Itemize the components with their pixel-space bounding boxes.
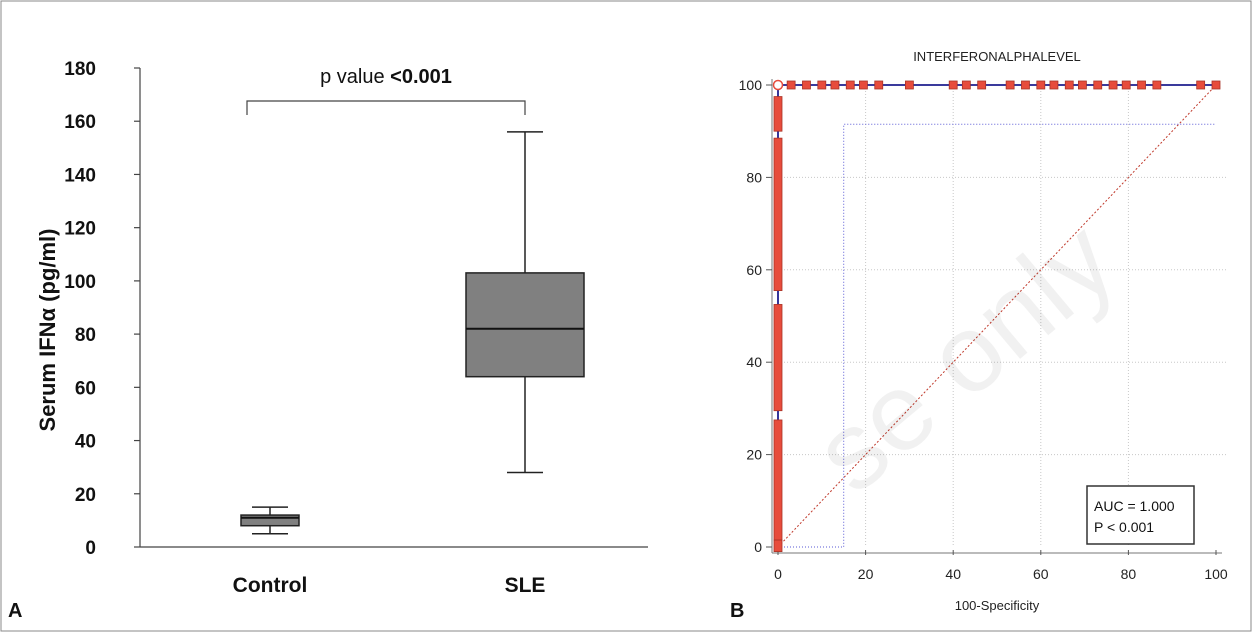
roc-point-marker-stack: [773, 304, 783, 412]
panel-label-a: A: [8, 600, 23, 622]
roc-markers: [772, 79, 1221, 553]
roc-point-marker: [1137, 80, 1146, 90]
box-iqr: [240, 514, 300, 527]
roc-y-tick-label: 80: [746, 169, 762, 185]
roc-title: INTERFERONALPHALEVEL: [913, 49, 1081, 64]
roc-x-tick-label: 60: [1033, 566, 1049, 582]
roc-lines: [777, 84, 1217, 548]
roc-point-marker: [1196, 80, 1206, 90]
roc-point-marker-stack: [773, 96, 783, 132]
boxplot-boxes: [240, 131, 585, 535]
p-value-prefix: p value: [320, 66, 390, 88]
roc-y-tick-label: 100: [739, 77, 763, 93]
roc-point-marker: [786, 80, 796, 90]
box-control: [240, 506, 300, 535]
roc-x-tick-label: 20: [858, 566, 874, 582]
roc-point-marker: [948, 80, 958, 90]
roc-y-tick-label: 0: [754, 539, 762, 555]
boxplot-y-tick-label: 160: [64, 112, 96, 133]
boxplot-y-tick-label: 80: [75, 325, 96, 346]
roc-point-marker: [874, 80, 884, 90]
roc-point-marker: [1152, 80, 1162, 90]
boxplot-y-axis-label: Serum IFNα (pg/ml): [35, 229, 60, 432]
roc-x-axis-label: 100-Specificity: [955, 598, 1040, 613]
auc-annotation-box: AUC = 1.000 P < 0.001: [1086, 485, 1195, 545]
roc-point-marker: [802, 80, 811, 90]
roc-x-tick-label: 80: [1121, 566, 1137, 582]
roc-point-marker: [961, 80, 971, 90]
roc-point-marker: [1121, 80, 1131, 90]
roc-y-tick-label: 40: [746, 354, 762, 370]
boxplot-y-tick-label: 140: [64, 165, 96, 186]
roc-y-tick-label: 20: [746, 447, 762, 463]
roc-point-marker: [1093, 80, 1103, 90]
roc-grid: [778, 85, 1226, 547]
roc-point-marker: [977, 80, 987, 90]
panel-label-b: B: [730, 600, 745, 622]
roc-point-marker-stack: [773, 539, 783, 553]
roc-point-marker: [1005, 80, 1015, 90]
p-value-box-label: P < 0.001: [1094, 519, 1154, 535]
boxplot-y-tick-label: 60: [75, 378, 96, 399]
box-sle: [465, 131, 585, 474]
roc-point-marker: [1078, 80, 1087, 90]
roc-point-marker: [817, 80, 827, 90]
p-value-annotation: p value <0.001: [246, 66, 526, 115]
p-value-label: p value <0.001: [320, 66, 452, 88]
roc-point-marker: [1211, 80, 1221, 90]
boxplot-y-tick-label: 180: [64, 59, 96, 80]
roc-x-tick-label: 40: [945, 566, 961, 582]
roc-point-marker: [1108, 80, 1118, 90]
boxplot-y-tick-label: 20: [75, 485, 96, 506]
roc-open-point: [772, 79, 784, 91]
auc-value-label: AUC = 1.000: [1094, 498, 1175, 514]
roc-point-marker: [830, 80, 840, 90]
roc-point-marker-stack: [773, 137, 783, 291]
significance-bracket: [246, 100, 526, 115]
roc-ticks: 0 20 40 60 80 100 0 20 40 60 80 100: [739, 77, 1228, 582]
roc-point-marker: [905, 80, 914, 90]
roc-axes: [771, 79, 1222, 554]
roc-point-marker: [845, 80, 855, 90]
boxplot-y-ticks: 0 20 40 60 80 100 120 140 160 180: [64, 59, 140, 559]
boxplot-y-tick-label: 120: [64, 219, 96, 240]
roc-point-marker: [1036, 80, 1046, 90]
roc-criterion-line: [778, 123, 1216, 548]
roc-y-tick-label: 60: [746, 262, 762, 278]
roc-chart: INTERFERONALPHALEVEL 0 20 40 60 80 100 0 20 40 60…: [739, 49, 1228, 613]
roc-point-marker: [1064, 80, 1074, 90]
roc-x-tick-label: 100: [1204, 566, 1228, 582]
boxplot-chart: 0 20 40 60 80 100 120 140 160 180 Control SLE Seru…: [35, 59, 648, 597]
box-iqr: [465, 272, 585, 378]
boxplot-y-tick-label: 0: [85, 538, 96, 559]
boxplot-axes: [139, 68, 648, 548]
p-value-number: <0.001: [390, 66, 452, 88]
auc-box-frame: [1086, 485, 1195, 545]
roc-point-marker: [859, 80, 868, 90]
boxplot-categories: Control SLE: [233, 574, 546, 597]
boxplot-category-label: Control: [233, 574, 308, 597]
roc-point-marker-stack: [773, 419, 783, 541]
boxplot-y-tick-label: 40: [75, 432, 96, 453]
boxplot-category-label: SLE: [505, 574, 546, 597]
roc-point-marker: [1021, 80, 1030, 90]
boxplot-y-tick-label: 100: [64, 272, 96, 293]
roc-point-marker: [1049, 80, 1059, 90]
roc-x-tick-label: 0: [774, 566, 782, 582]
